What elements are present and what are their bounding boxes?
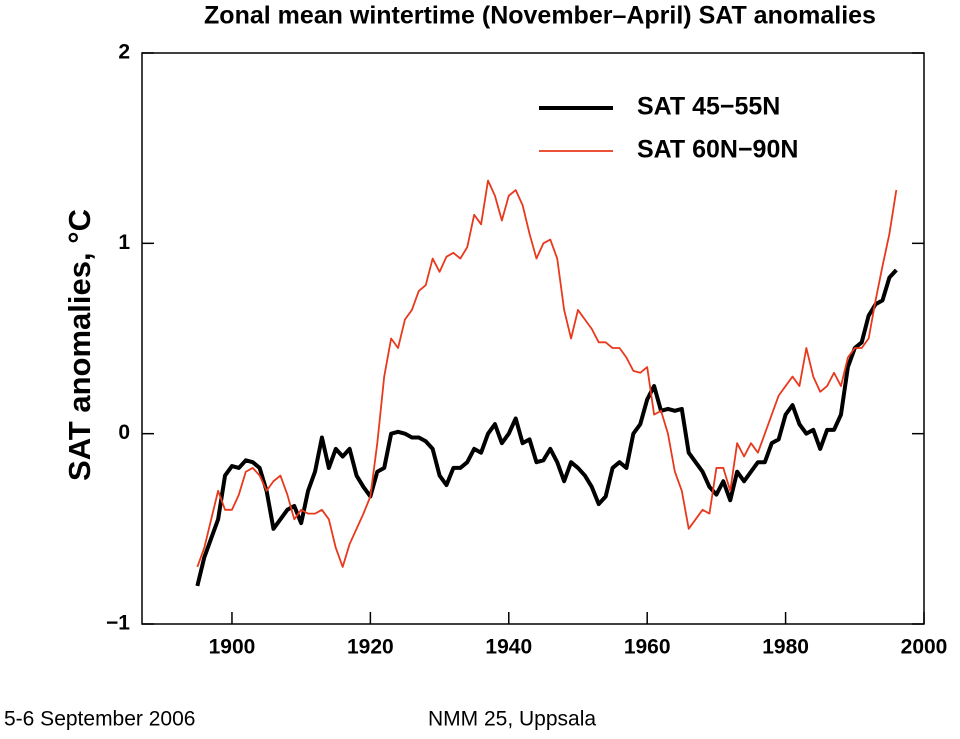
y-tick-label: −1 xyxy=(106,612,130,635)
plot-frame xyxy=(141,52,925,625)
legend-label: SAT 60N−90N xyxy=(637,136,798,164)
x-tick-label: 1940 xyxy=(485,636,532,659)
x-tick-label: 2000 xyxy=(901,636,948,659)
footer-right: NMM 25, Uppsala xyxy=(428,708,596,731)
y-tick-label: 2 xyxy=(118,41,130,64)
y-tick-label: 1 xyxy=(118,231,130,254)
y-tick-label: 0 xyxy=(118,421,130,444)
x-tick-label: 1980 xyxy=(762,636,809,659)
series-line xyxy=(195,268,898,587)
y-axis-label: SAT anomalies, °C xyxy=(62,209,97,481)
x-tick-label: 1920 xyxy=(347,636,394,659)
legend-label: SAT 45−55N xyxy=(637,93,780,121)
series-line xyxy=(196,179,898,568)
footer-left: 5-6 September 2006 xyxy=(4,708,195,731)
x-tick-label: 1960 xyxy=(624,636,671,659)
x-tick-label: 1900 xyxy=(209,636,256,659)
chart-title: Zonal mean wintertime (November–April) S… xyxy=(204,2,876,30)
